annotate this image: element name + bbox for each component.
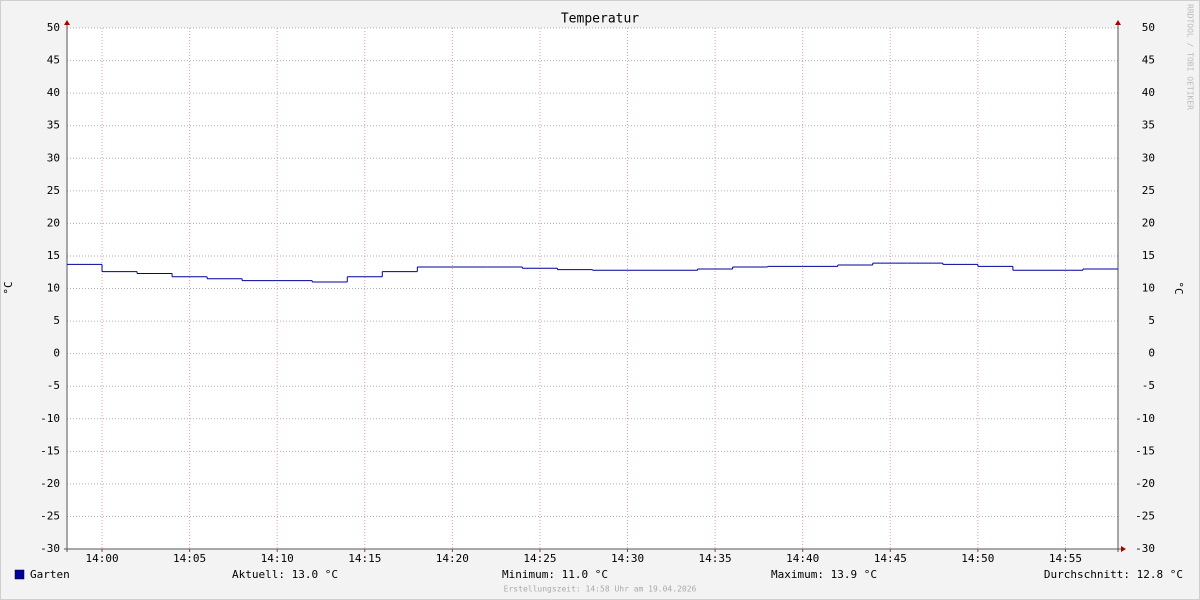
y-tick-label: -30	[40, 542, 60, 555]
y-tick-label: 15	[47, 249, 60, 262]
y2-tick-label: 10	[1142, 282, 1155, 295]
y2-tick-label: -20	[1135, 477, 1155, 490]
stat: Aktuell: 13.0 °C	[232, 568, 338, 581]
y-tick-label: -25	[40, 509, 60, 522]
y2-tick-label: 20	[1142, 216, 1155, 229]
x-tick-label: 14:30	[611, 552, 644, 565]
y2-tick-label: 5	[1148, 314, 1155, 327]
y-tick-label: -5	[47, 379, 60, 392]
axis-arrow	[1121, 546, 1126, 552]
y-tick-label: 35	[47, 119, 60, 132]
y2-tick-label: 45	[1142, 54, 1155, 67]
y2-tick-label: 15	[1142, 249, 1155, 262]
x-tick-label: 14:40	[786, 552, 819, 565]
y-tick-label: 30	[47, 151, 60, 164]
y-tick-label: 5	[53, 314, 60, 327]
y2-tick-label: -5	[1142, 379, 1155, 392]
chart-title: Temperatur	[561, 12, 639, 27]
x-tick-label: 14:25	[523, 552, 556, 565]
x-tick-label: 14:05	[173, 552, 206, 565]
legend-label: Garten	[30, 568, 70, 581]
y-tick-label: 25	[47, 184, 60, 197]
y-tick-label: 20	[47, 216, 60, 229]
stat: Maximum: 13.9 °C	[771, 568, 877, 581]
y2-tick-label: 0	[1148, 347, 1155, 360]
y-tick-label: 50	[47, 21, 60, 34]
y2-axis-label: °C	[1172, 281, 1185, 294]
x-tick-label: 14:35	[699, 552, 732, 565]
y2-tick-label: 35	[1142, 119, 1155, 132]
legend-swatch	[14, 569, 25, 580]
axis-arrow	[64, 20, 70, 25]
y2-tick-label: -30	[1135, 542, 1155, 555]
y2-tick-label: -25	[1135, 509, 1155, 522]
y2-tick-label: -15	[1135, 444, 1155, 457]
x-tick-label: 14:45	[874, 552, 907, 565]
stat: Durchschnitt: 12.8 °C	[1044, 568, 1183, 581]
footer: Erstellungszeit: 14:58 Uhr am 19.04.2026	[504, 585, 697, 594]
x-tick-label: 14:00	[85, 552, 118, 565]
x-tick-label: 14:15	[348, 552, 381, 565]
y-tick-label: 45	[47, 54, 60, 67]
watermark: RRDTOOL / TOBI OETIKER	[1186, 4, 1195, 110]
x-tick-label: 14:20	[436, 552, 469, 565]
y2-tick-label: 25	[1142, 184, 1155, 197]
y-tick-label: -20	[40, 477, 60, 490]
y-axis-label: °C	[2, 281, 15, 294]
y-tick-label: 0	[53, 347, 60, 360]
y-tick-label: -15	[40, 444, 60, 457]
y2-tick-label: 50	[1142, 21, 1155, 34]
x-tick-label: 14:10	[261, 552, 294, 565]
y-tick-label: -10	[40, 412, 60, 425]
x-tick-label: 14:50	[961, 552, 994, 565]
y-tick-label: 10	[47, 282, 60, 295]
axis-arrow	[1115, 20, 1121, 25]
y2-tick-label: 40	[1142, 86, 1155, 99]
y2-tick-label: 30	[1142, 151, 1155, 164]
y2-tick-label: -10	[1135, 412, 1155, 425]
y-tick-label: 40	[47, 86, 60, 99]
x-tick-label: 14:55	[1049, 552, 1082, 565]
stat: Minimum: 11.0 °C	[502, 568, 608, 581]
